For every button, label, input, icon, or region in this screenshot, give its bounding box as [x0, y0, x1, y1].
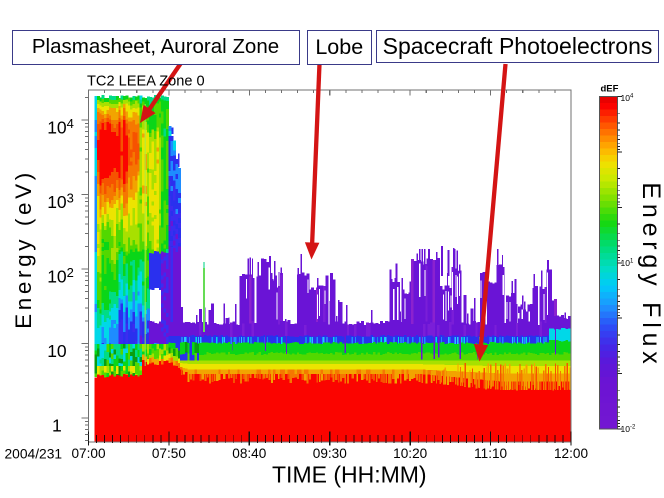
svg-text:07:00: 07:00	[71, 446, 105, 461]
svg-text:1: 1	[52, 416, 62, 436]
svg-text:Energy (eV): Energy (eV)	[11, 169, 36, 329]
svg-text:TIME (HH:MM): TIME (HH:MM)	[272, 462, 427, 488]
svg-text:07:50: 07:50	[152, 446, 186, 461]
svg-text:12:00: 12:00	[554, 446, 588, 461]
svg-text:102: 102	[47, 265, 74, 287]
svg-text:TC2 LEEA Zone 0: TC2 LEEA Zone 0	[87, 74, 205, 90]
svg-text:11:10: 11:10	[474, 446, 507, 461]
svg-text:101: 101	[621, 258, 634, 268]
svg-text:dEF: dEF	[601, 84, 619, 95]
svg-text:2004/231: 2004/231	[5, 447, 63, 462]
svg-text:10-2: 10-2	[621, 424, 636, 434]
svg-text:10: 10	[47, 341, 67, 361]
svg-text:104: 104	[47, 116, 74, 138]
svg-text:08:40: 08:40	[232, 446, 266, 461]
svg-text:104: 104	[621, 93, 634, 103]
svg-text:103: 103	[47, 191, 74, 213]
svg-text:10:20: 10:20	[393, 446, 427, 461]
svg-text:Energy Flux: Energy Flux	[637, 182, 664, 368]
svg-text:09:30: 09:30	[313, 446, 347, 461]
